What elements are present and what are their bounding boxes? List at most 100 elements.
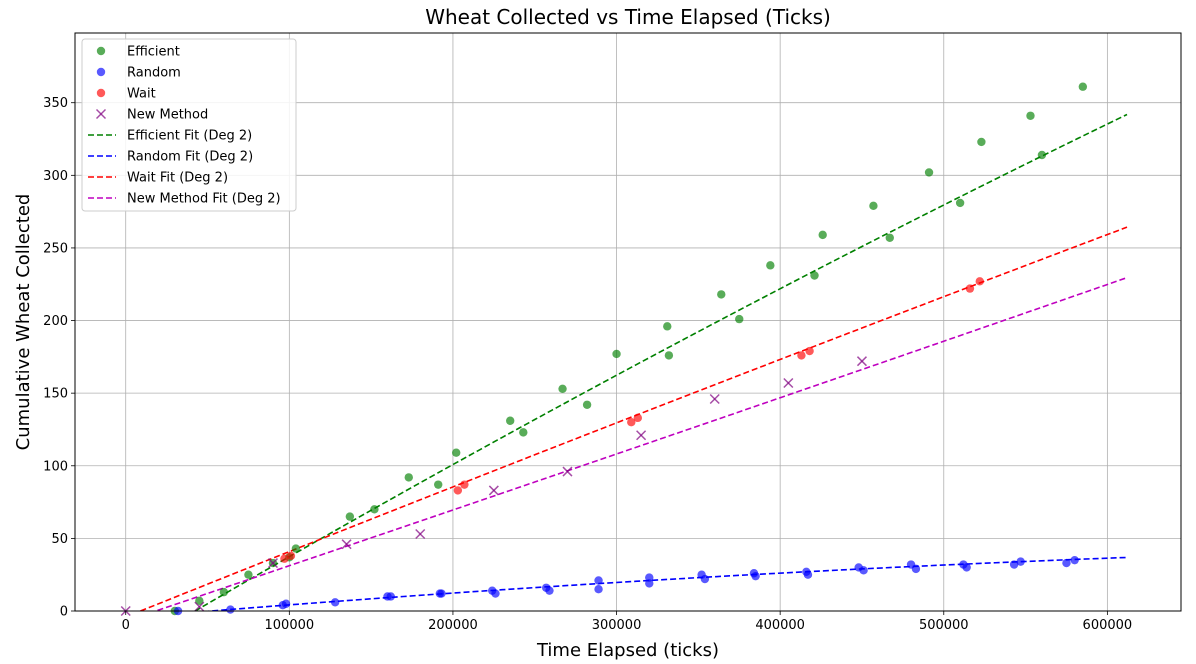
- data-point: [345, 512, 355, 521]
- fit-line: [140, 226, 1128, 611]
- y-tick-label: 100: [43, 459, 68, 474]
- data-points: [120, 82, 1088, 617]
- legend-label: Random Fit (Deg 2): [127, 150, 253, 165]
- data-point: [281, 599, 291, 608]
- data-point: [1037, 150, 1047, 160]
- data-point: [633, 413, 643, 423]
- data-point: [194, 601, 205, 612]
- legend-entry: Efficient Fit (Deg 2): [88, 129, 252, 144]
- data-point: [460, 480, 469, 489]
- data-point: [280, 554, 289, 563]
- data-point: [415, 528, 426, 540]
- data-point: [1016, 557, 1025, 566]
- data-point: [594, 585, 603, 594]
- data-point: [965, 284, 975, 293]
- legend-label: New Method: [127, 108, 208, 123]
- x-tick-label: 600000: [1083, 618, 1133, 633]
- data-point: [818, 230, 827, 240]
- data-point: [805, 346, 814, 356]
- data-point: [975, 277, 984, 286]
- data-point: [766, 261, 775, 270]
- legend-entry: Wait Fit (Deg 2): [88, 171, 228, 186]
- data-point: [519, 428, 528, 437]
- data-point: [404, 473, 413, 482]
- legend: Efficient Random Wait New Method Efficient F…: [81, 38, 297, 212]
- data-point: [627, 418, 636, 427]
- data-point: [437, 589, 446, 598]
- data-point: [1078, 82, 1088, 91]
- legend-marker: [96, 88, 106, 98]
- data-point: [977, 137, 986, 147]
- data-point: [645, 573, 654, 582]
- data-point: [636, 430, 647, 441]
- x-tick-label: 500000: [919, 618, 969, 633]
- legend-entry: Random: [96, 66, 181, 81]
- data-point: [452, 448, 461, 457]
- legend-label: Random: [127, 66, 181, 81]
- x-tick-label: 100000: [265, 618, 315, 633]
- data-point: [558, 384, 567, 394]
- x-tick-label: 0: [122, 618, 130, 633]
- data-point: [869, 201, 878, 211]
- legend-entry: Random Fit (Deg 2): [88, 150, 253, 165]
- legend-marker: [96, 67, 106, 77]
- y-tick-label: 200: [43, 314, 68, 329]
- data-point: [955, 198, 965, 208]
- x-axis-label: Time Elapsed (ticks): [536, 640, 719, 661]
- data-point: [645, 579, 654, 588]
- data-point: [453, 486, 463, 495]
- data-point: [751, 571, 760, 581]
- y-axis-ticks: 0 50 100 150 200 250 300 350: [43, 96, 75, 620]
- fit-line: [193, 113, 1128, 611]
- legend-marker: [95, 108, 107, 120]
- y-tick-label: 350: [43, 96, 68, 111]
- data-point: [545, 586, 554, 595]
- data-point: [488, 485, 499, 496]
- y-axis-label: Cumulative Wheat Collected: [13, 194, 34, 451]
- data-point: [735, 314, 744, 324]
- chart-title: Wheat Collected vs Time Elapsed (Ticks): [425, 5, 831, 29]
- data-point: [885, 233, 894, 242]
- data-point: [962, 563, 971, 572]
- data-point: [1070, 555, 1079, 565]
- data-point: [664, 351, 674, 360]
- x-axis-ticks: 0 100000 200000 300000 400000 500000 600000: [122, 611, 1133, 633]
- data-point: [386, 592, 395, 601]
- y-tick-label: 50: [51, 532, 68, 547]
- data-point: [856, 356, 867, 367]
- data-point: [700, 574, 710, 584]
- data-point: [330, 598, 340, 607]
- data-point: [226, 605, 235, 614]
- data-point: [803, 570, 813, 579]
- data-point: [810, 271, 819, 280]
- fit-line: [153, 276, 1128, 611]
- legend-label: Wait Fit (Deg 2): [127, 171, 228, 186]
- legend-box: [81, 38, 297, 212]
- data-point: [244, 570, 253, 579]
- y-tick-label: 250: [43, 241, 68, 256]
- data-point: [267, 558, 278, 569]
- x-tick-label: 400000: [755, 618, 805, 633]
- data-point: [924, 168, 934, 177]
- data-point: [911, 564, 921, 574]
- legend-entry: Wait: [96, 87, 156, 102]
- data-point: [370, 505, 379, 514]
- data-point: [506, 416, 515, 425]
- data-point: [612, 349, 621, 359]
- legend-entry: New Method Fit (Deg 2): [88, 192, 281, 207]
- plot-frame: [74, 32, 1182, 612]
- data-point: [594, 576, 603, 585]
- data-point: [219, 587, 229, 597]
- y-tick-label: 300: [43, 169, 68, 184]
- data-point: [291, 544, 301, 553]
- y-tick-label: 0: [60, 605, 68, 620]
- x-tick-label: 300000: [592, 618, 642, 633]
- data-point: [582, 400, 592, 409]
- grid: [75, 33, 1181, 612]
- data-point: [1062, 558, 1071, 568]
- legend-marker: [96, 46, 106, 56]
- data-point: [286, 551, 296, 561]
- data-point: [859, 566, 868, 575]
- data-point: [797, 351, 806, 360]
